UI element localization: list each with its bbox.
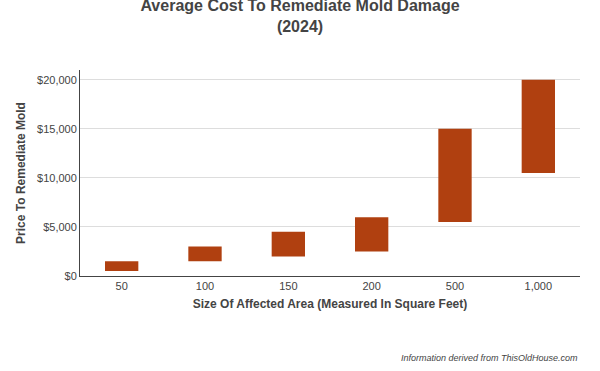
svg-text:Information derived from ThisO: Information derived from ThisOldHouse.co… [401, 353, 578, 363]
svg-text:Price To Remediate Mold: Price To Remediate Mold [14, 102, 28, 244]
svg-text:50: 50 [116, 280, 128, 292]
svg-text:1,000: 1,000 [525, 280, 553, 292]
svg-text:$10,000: $10,000 [37, 172, 77, 184]
svg-text:Size Of Affected Area (Measure: Size Of Affected Area (Measured In Squar… [193, 297, 468, 311]
svg-text:$20,000: $20,000 [37, 74, 77, 86]
svg-text:150: 150 [279, 280, 297, 292]
svg-text:500: 500 [446, 280, 464, 292]
svg-text:200: 200 [362, 280, 380, 292]
svg-text:Average Cost To Remediate Mold: Average Cost To Remediate Mold Damage(20… [140, 0, 459, 35]
svg-text:100: 100 [196, 280, 214, 292]
svg-text:$5,000: $5,000 [43, 221, 77, 233]
svg-text:$0: $0 [65, 270, 77, 282]
svg-text:$15,000: $15,000 [37, 123, 77, 135]
